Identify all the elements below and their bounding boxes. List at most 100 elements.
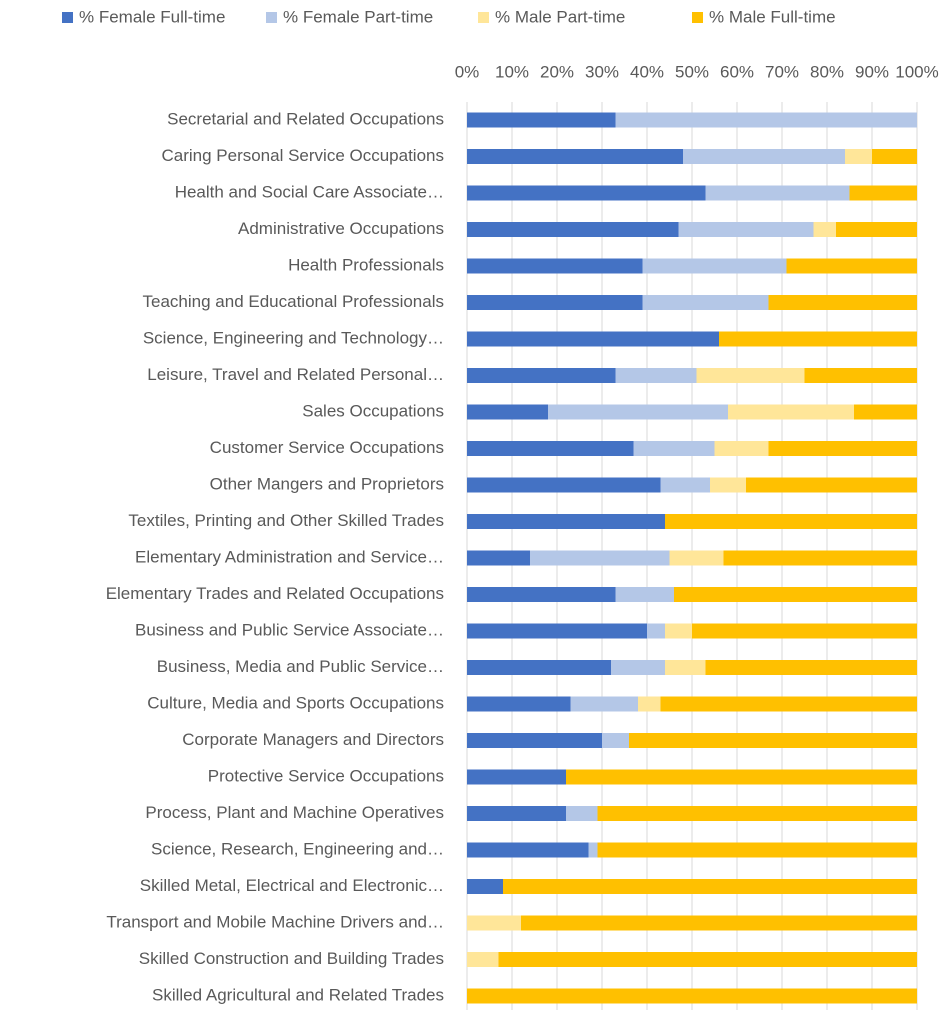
bar-segment [467,879,503,894]
bar-segment [719,331,917,347]
bar-segment [467,331,719,347]
bar-segment [566,769,917,785]
x-tick-label: 100% [895,62,938,81]
bar-segment [710,477,746,493]
y-tick-label: Corporate Managers and Directors [182,730,444,749]
bar-segment [467,295,643,310]
bar-segment [566,806,598,821]
bar-segment [660,477,710,493]
y-tick-label: Caring Personal Service Occupations [161,146,444,165]
bar-segment [633,441,715,456]
bar-segment [678,222,814,237]
y-tick-label: Elementary Trades and Related Occupation… [106,584,444,603]
y-tick-label: Business, Media and Public Service… [157,657,444,676]
bar-segment [665,660,706,675]
bar-segment [665,514,917,529]
bar-segment [786,258,917,274]
x-tick-label: 0% [455,62,480,81]
y-tick-label: Business and Public Service Associate… [135,620,444,639]
y-tick-label: Transport and Mobile Machine Drivers and… [106,912,444,931]
y-tick-label: Health and Social Care Associate… [175,182,444,201]
bar-segment [498,952,917,967]
bar-segment [854,404,917,420]
y-tick-label: Administrative Occupations [238,219,444,238]
bar-segment [467,842,589,858]
bar-segment [615,368,697,383]
bar-segment [768,295,917,310]
bar-segment [714,441,769,456]
bar-segment [642,295,769,310]
bar-segment [597,806,917,821]
bar-segment [467,368,616,383]
bar-segment [467,514,665,529]
bar-segment [728,404,854,420]
bar-segment [746,477,917,493]
y-tick-label: Science, Engineering and Technology… [143,328,444,347]
y-tick-label: Other Mangers and Proprietors [210,474,444,493]
bar-segment [588,842,598,858]
bar-segment [768,441,917,456]
y-tick-label: Sales Occupations [302,401,444,420]
legend-label: % Male Full-time [709,7,836,26]
y-tick-label: Elementary Administration and Service… [135,547,444,566]
bar-segment [597,842,917,858]
y-tick-label: Teaching and Educational Professionals [143,292,444,311]
bar-segment [602,733,629,748]
bar-segment [467,988,917,1004]
x-tick-label: 40% [630,62,664,81]
bar-segment [467,149,683,164]
bar-segment [467,915,521,931]
legend-swatch [478,12,489,23]
x-tick-label: 90% [855,62,889,81]
y-tick-label: Skilled Agricultural and Related Trades [152,985,444,1004]
y-tick-label: Culture, Media and Sports Occupations [147,693,444,712]
x-tick-label: 10% [495,62,529,81]
bar-segment [872,149,917,164]
bar-segment [521,915,917,931]
y-tick-label: Science, Research, Engineering and… [151,839,444,858]
bar-segment [683,149,845,164]
legend-label: % Female Full-time [79,7,225,26]
bar-segment [611,660,665,675]
bar-segment [467,185,706,201]
bar-segment [467,733,602,748]
bar-segment [696,368,805,383]
bar-segment [629,733,917,748]
bar-segment [467,806,566,821]
legend-label: % Male Part-time [495,7,625,26]
bar-segment [705,660,917,675]
bar-segment [615,587,674,602]
legend-swatch [692,12,703,23]
bar-segment [647,623,665,639]
bar-segment [674,587,917,602]
y-tick-label: Textiles, Printing and Other Skilled Tra… [128,511,444,530]
legend-swatch [266,12,277,23]
y-tick-label: Protective Service Occupations [208,766,444,785]
x-tick-label: 50% [675,62,709,81]
bar-segment [836,222,917,237]
bar-segment [845,149,872,164]
bar-segment [804,368,917,383]
x-tick-label: 80% [810,62,844,81]
bar-segment [813,222,836,237]
bar-segment [467,112,616,128]
bar-segment [660,696,917,712]
y-tick-label: Secretarial and Related Occupations [167,109,444,128]
y-tick-label: Skilled Metal, Electrical and Electronic… [140,876,444,895]
bar-segment [548,404,728,420]
bar-segment [615,112,917,128]
y-tick-label: Leisure, Travel and Related Personal… [147,365,444,384]
y-tick-label: Health Professionals [288,255,444,274]
bar-segment [467,477,661,493]
bar-segment [642,258,787,274]
bar-segment [467,404,548,420]
bar-segment [692,623,917,639]
bar-segment [669,550,724,566]
x-tick-label: 60% [720,62,754,81]
bar-segment [503,879,917,894]
bar-segment [723,550,917,566]
bar-segment [665,623,692,639]
bar-segment [467,258,643,274]
y-tick-label: Process, Plant and Machine Operatives [145,803,444,822]
